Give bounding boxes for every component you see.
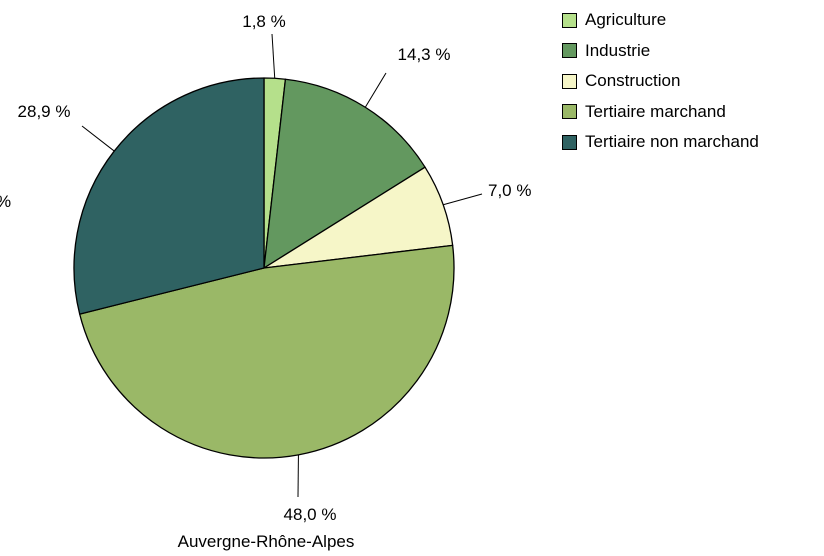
legend-swatch-agriculture bbox=[562, 12, 577, 28]
slice-tertiaire-marchand bbox=[79, 244, 455, 459]
legend-item-tertiaire-non-marchand: Tertiaire non marchand bbox=[562, 127, 759, 158]
chart-caption: Auvergne-Rhône-Alpes bbox=[178, 532, 355, 551]
legend-item-industrie: Industrie bbox=[562, 36, 759, 67]
legend: Agriculture Industrie Construction Tertiair… bbox=[562, 5, 759, 158]
value-label-agriculture: 1,8 % bbox=[242, 12, 285, 31]
legend-item-tertiaire-marchand: Tertiaire marchand bbox=[562, 97, 759, 128]
legend-swatch-tertiaire-non-marchand bbox=[562, 134, 577, 150]
legend-label-construction: Construction bbox=[585, 71, 681, 91]
slice-tertiaire-non-marchand bbox=[73, 77, 265, 315]
legend-item-construction: Construction bbox=[562, 66, 759, 97]
leader-industrie bbox=[364, 72, 387, 108]
legend-swatch-construction bbox=[562, 73, 577, 89]
label-leader-lines bbox=[81, 33, 483, 498]
value-labels: 1,8 % 14,3 % 7,0 % 48,0 % 28,9 % bbox=[18, 12, 532, 524]
pie-slices bbox=[73, 77, 455, 459]
legend-swatch-tertiaire-marchand bbox=[562, 104, 577, 120]
legend-label-tertiaire-marchand: Tertiaire marchand bbox=[585, 101, 726, 121]
value-label-tertiaire-marchand: 48,0 % bbox=[284, 505, 337, 524]
legend-label-industrie: Industrie bbox=[585, 40, 651, 60]
leader-construction bbox=[443, 193, 483, 206]
value-label-construction: 7,0 % bbox=[488, 181, 531, 200]
cut-off-percent-label: % bbox=[0, 192, 11, 211]
legend-label-tertiaire-non-marchand: Tertiaire non marchand bbox=[585, 132, 759, 152]
slice-industrie bbox=[263, 78, 426, 269]
leader-tertiaire-non-marchand bbox=[81, 125, 115, 152]
leader-agriculture bbox=[271, 33, 276, 79]
value-label-industrie: 14,3 % bbox=[398, 45, 451, 64]
legend-swatch-industrie bbox=[562, 43, 577, 59]
legend-item-agriculture: Agriculture bbox=[562, 5, 759, 36]
legend-label-agriculture: Agriculture bbox=[585, 10, 667, 30]
value-label-tertiaire-non-marchand: 28,9 % bbox=[18, 102, 71, 121]
